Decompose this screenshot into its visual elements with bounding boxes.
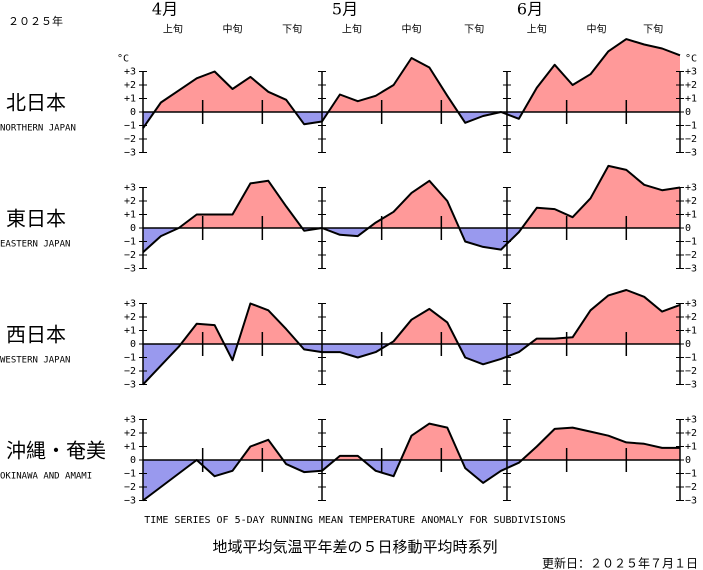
y-tick-label: 0	[685, 339, 691, 350]
y-tick-label: 0	[130, 455, 136, 466]
dekad-label: 中旬	[223, 23, 243, 36]
y-tick-label: −1	[685, 121, 697, 132]
y-tick-label: −3	[124, 380, 136, 391]
y-tick-label: −3	[124, 148, 136, 159]
year-label: ２０２５年	[8, 14, 63, 28]
y-tick-label: +3	[685, 299, 697, 310]
y-tick-label: −2	[124, 366, 136, 377]
region-subtitle: OKINAWA AND AMAMI	[0, 472, 92, 482]
y-tick-label: +1	[685, 94, 697, 105]
dekad-label: 上旬	[527, 23, 547, 36]
y-tick-label: +2	[685, 312, 697, 323]
y-tick-label: −2	[685, 482, 697, 493]
y-tick-label: +2	[124, 196, 136, 207]
anomaly-line	[142, 38, 681, 129]
region-subtitle: NORTHERN JAPAN	[0, 124, 76, 134]
y-tick-label: −1	[124, 121, 136, 132]
y-tick-label: +1	[124, 442, 136, 453]
y-tick-label: 0	[130, 223, 136, 234]
y-tick-label: +2	[124, 312, 136, 323]
y-tick-label: +3	[685, 183, 697, 194]
region-subtitle: WESTERN JAPAN	[0, 356, 70, 366]
region-subtitle: EASTERN JAPAN	[0, 240, 70, 250]
y-tick-label: −1	[685, 353, 697, 364]
y-tick-label: −3	[685, 380, 697, 391]
footer-en: TIME SERIES OF 5-DAY RUNNING MEAN TEMPER…	[144, 515, 565, 526]
y-tick-label: −3	[685, 148, 697, 159]
y-tick-label: −2	[685, 250, 697, 261]
y-tick-label: +1	[685, 210, 697, 221]
positive-area	[143, 165, 680, 228]
dekad-label: 上旬	[342, 23, 362, 36]
anomaly-line	[142, 289, 681, 386]
y-tick-label: 0	[685, 223, 691, 234]
positive-area	[143, 290, 680, 344]
unit-label: °C	[117, 54, 129, 65]
y-tick-label: +3	[685, 67, 697, 78]
y-tick-label: +2	[124, 428, 136, 439]
y-tick-label: +2	[685, 196, 697, 207]
region-title: 西日本	[6, 323, 66, 347]
dekad-label: 下旬	[643, 23, 663, 36]
updated: 更新日：２０２５年７月１日	[542, 556, 698, 570]
dekad-label: 中旬	[586, 23, 606, 36]
y-tick-label: −1	[124, 353, 136, 364]
month-label: 4月	[152, 0, 178, 19]
y-tick-label: −3	[685, 496, 697, 507]
region-title: 沖縄・奄美	[6, 439, 106, 463]
y-tick-label: −3	[124, 264, 136, 275]
y-tick-label: +1	[685, 442, 697, 453]
anomaly-line	[142, 422, 680, 502]
y-tick-label: 0	[685, 107, 691, 118]
y-tick-label: +2	[124, 80, 136, 91]
positive-area	[143, 39, 680, 112]
y-tick-label: −2	[685, 366, 697, 377]
dekad-label: 上旬	[163, 23, 183, 36]
y-tick-label: +2	[685, 428, 697, 439]
y-tick-label: 0	[130, 107, 136, 118]
dekad-label: 下旬	[282, 23, 302, 36]
dekad-label: 中旬	[402, 23, 422, 36]
footer-jp: 地域平均気温平年差の５日移動平均時系列	[212, 538, 497, 556]
y-tick-label: +3	[124, 183, 136, 194]
y-tick-label: −2	[124, 134, 136, 145]
positive-area	[143, 423, 680, 460]
dekad-label: 下旬	[464, 23, 484, 36]
y-tick-label: −1	[685, 237, 697, 248]
y-tick-label: +1	[124, 326, 136, 337]
y-tick-label: +1	[685, 326, 697, 337]
y-tick-label: +3	[124, 415, 136, 426]
y-tick-label: −1	[124, 237, 136, 248]
region-title: 北日本	[6, 91, 66, 115]
y-tick-label: −3	[685, 264, 697, 275]
y-tick-label: +1	[124, 94, 136, 105]
y-tick-label: 0	[685, 455, 691, 466]
region-title: 東日本	[6, 207, 66, 231]
y-tick-label: −2	[685, 134, 697, 145]
y-tick-label: −1	[124, 469, 136, 480]
y-tick-label: −1	[685, 469, 697, 480]
y-tick-label: +1	[124, 210, 136, 221]
unit-label: °C	[685, 54, 697, 65]
y-tick-label: 0	[130, 339, 136, 350]
y-tick-label: +2	[685, 80, 697, 91]
anomaly-line	[142, 164, 681, 254]
y-tick-label: +3	[685, 415, 697, 426]
month-label: 6月	[517, 0, 543, 19]
y-tick-label: +3	[124, 299, 136, 310]
y-tick-label: −2	[124, 250, 136, 261]
y-tick-label: −2	[124, 482, 136, 493]
y-tick-label: +3	[124, 67, 136, 78]
y-tick-label: −3	[124, 496, 136, 507]
month-label: 5月	[332, 0, 358, 19]
